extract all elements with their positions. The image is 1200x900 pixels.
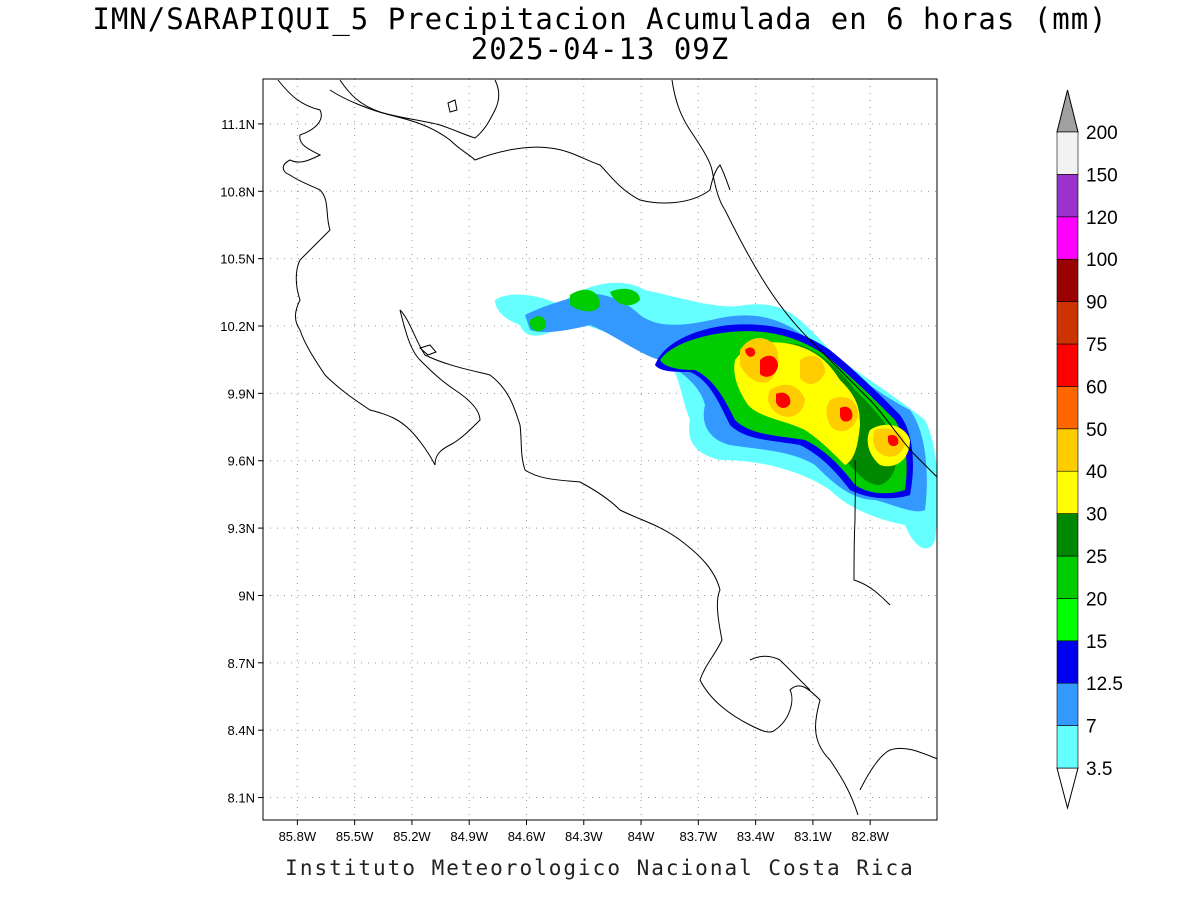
legend-label: 40	[1086, 462, 1107, 483]
lat-tick-label: 9N	[238, 588, 255, 603]
nicaragua-border	[277, 79, 436, 466]
legend-swatch	[1056, 174, 1079, 218]
legend-label: 120	[1086, 208, 1118, 229]
lon-tick-labels: 85.8W 85.5W 85.2W 84.9W 84.6W 84.3W 84W 83.7W 83…	[279, 820, 890, 844]
lat-tick-label: 8.7N	[228, 656, 255, 671]
coastline-and-borders	[277, 79, 937, 816]
map-subtitle-datetime: 2025-04-13 09Z	[470, 32, 730, 66]
gulf-island	[418, 344, 437, 356]
legend-label: 20	[1086, 589, 1107, 610]
legend-swatch	[1056, 343, 1079, 387]
legend-label: 60	[1086, 377, 1107, 398]
legend-swatch	[1056, 725, 1079, 769]
map-frame	[262, 78, 938, 821]
lat-tick-label: 11.1N	[221, 117, 255, 132]
legend-swatch	[1056, 640, 1079, 684]
precip-field	[495, 282, 937, 549]
lat-tick-label: 10.2N	[220, 319, 255, 334]
panama-border	[853, 459, 891, 606]
pacific-coast	[399, 309, 859, 816]
lon-tick-label: 84.3W	[565, 829, 603, 844]
legend-swatch	[1056, 216, 1079, 260]
lon-tick-label: 83.7W	[680, 829, 718, 844]
legend-label: 15	[1086, 632, 1107, 653]
lat-tick-label: 8.4N	[228, 723, 255, 738]
lake-shore	[339, 79, 500, 139]
legend-label: 7	[1086, 717, 1097, 738]
lon-tick-label: 83.1W	[794, 829, 832, 844]
lon-tick-label: 82.8W	[851, 829, 889, 844]
lat-tick-labels: 11.1N 10.8N 10.5N 10.2N 9.9N 9.6N 9.3N 9N 8.7N 8.…	[220, 117, 263, 806]
legend-label: 75	[1086, 335, 1107, 356]
lat-tick-label: 8.1N	[228, 791, 255, 806]
lon-tick-label: 85.5W	[336, 829, 374, 844]
caribbean-coast	[671, 79, 937, 478]
precip-area-green	[529, 288, 907, 494]
map-title: IMN/SARAPIQUI_5 Precipitacion Acumulada …	[92, 2, 1108, 36]
legend-label: 3.5	[1086, 759, 1112, 780]
lat-tick-label: 10.8N	[220, 184, 255, 199]
osa-peninsula	[749, 655, 811, 691]
lon-tick-label: 84.9W	[450, 829, 488, 844]
nicaragua-north-border	[329, 89, 731, 204]
legend-swatch	[1056, 428, 1079, 472]
legend-underflow-triangle	[1056, 767, 1079, 810]
legend-swatch	[1056, 258, 1079, 302]
legend-swatch	[1056, 470, 1079, 514]
lon-tick-label: 85.8W	[279, 829, 317, 844]
lat-tick-label: 10.5N	[220, 252, 255, 267]
golfito-coast	[859, 747, 937, 791]
legend-label: 200	[1086, 123, 1118, 144]
legend-swatch	[1056, 386, 1079, 430]
lat-tick-label: 9.9N	[228, 386, 255, 401]
legend-label: 100	[1086, 250, 1118, 271]
legend-swatch	[1056, 598, 1079, 642]
legend-swatch	[1056, 301, 1079, 345]
legend-swatch	[1056, 513, 1079, 557]
legend-label: 25	[1086, 547, 1107, 568]
legend-label: 30	[1086, 505, 1107, 526]
legend-label: 90	[1086, 293, 1107, 314]
footer-credit: Instituto Meteorologico Nacional Costa R…	[285, 856, 915, 880]
legend-label: 50	[1086, 420, 1107, 441]
lon-tick-label: 84W	[628, 829, 655, 844]
legend-overflow-triangle	[1056, 89, 1079, 133]
precip-area-orange-yellow	[740, 338, 905, 457]
legend-label: 150	[1086, 165, 1118, 186]
lat-tick-label: 9.3N	[228, 521, 255, 536]
legend-swatch	[1056, 131, 1079, 175]
lon-tick-label: 84.6W	[508, 829, 546, 844]
island	[447, 99, 458, 113]
legend-label: 12.5	[1086, 674, 1123, 695]
nicoya-peninsula	[399, 309, 481, 466]
lat-tick-label: 9.6N	[228, 454, 255, 469]
lon-tick-label: 83.4W	[737, 829, 775, 844]
precip-area-yellow	[734, 342, 910, 467]
lon-tick-label: 85.2W	[393, 829, 431, 844]
legend-swatch	[1056, 555, 1079, 599]
legend-swatch	[1056, 682, 1079, 726]
